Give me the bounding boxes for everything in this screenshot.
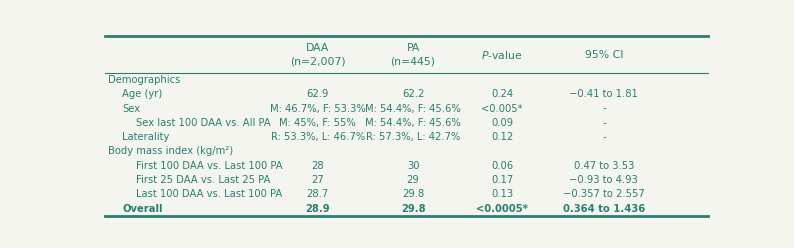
Text: M: 45%, F: 55%: M: 45%, F: 55% — [279, 118, 356, 128]
Text: 29: 29 — [407, 175, 419, 185]
Text: R: 57.3%, L: 42.7%: R: 57.3%, L: 42.7% — [366, 132, 461, 142]
Text: PA
(n=445): PA (n=445) — [391, 43, 436, 66]
Text: 30: 30 — [407, 161, 419, 171]
Text: -: - — [602, 118, 606, 128]
Text: Last 100 DAA vs. Last 100 PA: Last 100 DAA vs. Last 100 PA — [136, 189, 282, 199]
Text: 28.7: 28.7 — [306, 189, 329, 199]
Text: DAA
(n=2,007): DAA (n=2,007) — [290, 43, 345, 66]
Text: 29.8: 29.8 — [401, 204, 426, 214]
Text: 0.364 to 1.436: 0.364 to 1.436 — [563, 204, 645, 214]
Text: Demographics: Demographics — [109, 75, 181, 85]
Text: 28: 28 — [311, 161, 324, 171]
Text: $\mathit{P}$-value: $\mathit{P}$-value — [481, 49, 523, 61]
Text: M: 46.7%, F: 53.3%: M: 46.7%, F: 53.3% — [270, 103, 365, 114]
Text: M: 54.4%, F: 45.6%: M: 54.4%, F: 45.6% — [365, 118, 461, 128]
Text: -: - — [602, 132, 606, 142]
Text: −0.357 to 2.557: −0.357 to 2.557 — [563, 189, 645, 199]
Text: 62.2: 62.2 — [402, 89, 424, 99]
Text: -: - — [602, 103, 606, 114]
Text: First 25 DAA vs. Last 25 PA: First 25 DAA vs. Last 25 PA — [136, 175, 270, 185]
Text: Laterality: Laterality — [122, 132, 169, 142]
Text: 0.47 to 3.53: 0.47 to 3.53 — [573, 161, 634, 171]
Text: 27: 27 — [311, 175, 324, 185]
Text: Overall: Overall — [122, 204, 163, 214]
Text: 0.12: 0.12 — [491, 132, 514, 142]
Text: 95% CI: 95% CI — [584, 50, 623, 60]
Text: <0.005*: <0.005* — [481, 103, 523, 114]
Text: 0.09: 0.09 — [491, 118, 514, 128]
Text: Sex: Sex — [122, 103, 141, 114]
Text: 29.8: 29.8 — [402, 189, 424, 199]
Text: R: 53.3%, L: 46.7%: R: 53.3%, L: 46.7% — [271, 132, 364, 142]
Text: Body mass index (kg/m²): Body mass index (kg/m²) — [109, 147, 233, 156]
Text: First 100 DAA vs. Last 100 PA: First 100 DAA vs. Last 100 PA — [136, 161, 282, 171]
Text: 0.24: 0.24 — [491, 89, 514, 99]
Text: 0.13: 0.13 — [491, 189, 514, 199]
Text: 62.9: 62.9 — [306, 89, 329, 99]
Text: 28.9: 28.9 — [306, 204, 330, 214]
Text: 0.06: 0.06 — [491, 161, 514, 171]
Text: <0.0005*: <0.0005* — [476, 204, 528, 214]
Text: M: 54.4%, F: 45.6%: M: 54.4%, F: 45.6% — [365, 103, 461, 114]
Text: Sex last 100 DAA vs. All PA: Sex last 100 DAA vs. All PA — [136, 118, 270, 128]
Text: Age (yr): Age (yr) — [122, 89, 162, 99]
Text: 0.17: 0.17 — [491, 175, 514, 185]
Text: −0.93 to 4.93: −0.93 to 4.93 — [569, 175, 638, 185]
Text: −0.41 to 1.81: −0.41 to 1.81 — [569, 89, 638, 99]
